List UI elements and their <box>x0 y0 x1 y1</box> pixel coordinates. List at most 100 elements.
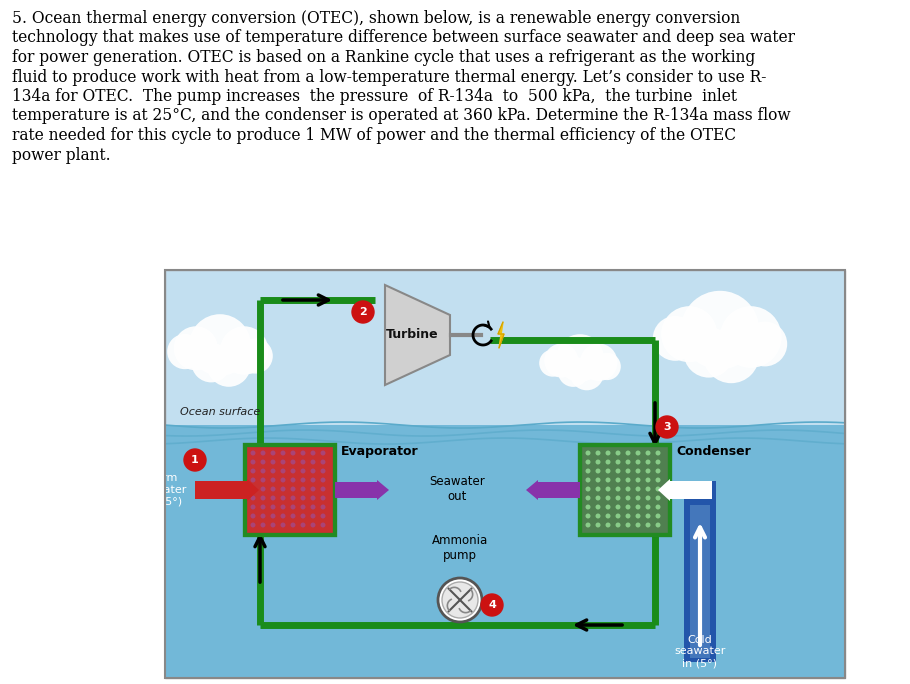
Circle shape <box>585 495 591 501</box>
Circle shape <box>580 343 617 381</box>
Circle shape <box>270 460 276 464</box>
Circle shape <box>585 505 591 510</box>
Circle shape <box>260 505 266 510</box>
Circle shape <box>320 523 326 527</box>
Circle shape <box>615 505 621 510</box>
Circle shape <box>270 486 276 492</box>
Circle shape <box>605 477 611 482</box>
Circle shape <box>320 514 326 518</box>
Circle shape <box>625 451 631 456</box>
Bar <box>245 445 335 535</box>
Circle shape <box>605 505 611 510</box>
Circle shape <box>310 505 316 510</box>
Circle shape <box>290 469 296 473</box>
Circle shape <box>558 356 589 387</box>
Circle shape <box>280 451 286 456</box>
Circle shape <box>645 523 651 527</box>
Circle shape <box>655 469 661 473</box>
Circle shape <box>655 505 661 510</box>
Circle shape <box>260 514 266 518</box>
Circle shape <box>310 477 316 482</box>
Circle shape <box>300 469 306 473</box>
Bar <box>165 270 845 678</box>
Circle shape <box>720 306 782 368</box>
Circle shape <box>310 460 316 464</box>
Circle shape <box>635 451 641 456</box>
Circle shape <box>585 523 591 527</box>
Circle shape <box>635 523 641 527</box>
Circle shape <box>585 486 591 492</box>
Circle shape <box>270 495 276 501</box>
Circle shape <box>625 523 631 527</box>
Bar <box>580 445 670 535</box>
Circle shape <box>593 353 621 380</box>
Circle shape <box>290 460 296 464</box>
Circle shape <box>625 469 631 473</box>
Circle shape <box>270 469 276 473</box>
Circle shape <box>238 339 273 373</box>
Circle shape <box>310 523 316 527</box>
Circle shape <box>615 451 621 456</box>
Circle shape <box>300 460 306 464</box>
Circle shape <box>481 594 503 616</box>
Circle shape <box>220 326 268 375</box>
Circle shape <box>655 523 661 527</box>
Circle shape <box>645 495 651 501</box>
Text: Condenser: Condenser <box>676 445 751 458</box>
Circle shape <box>260 477 266 482</box>
Circle shape <box>280 486 286 492</box>
Circle shape <box>300 514 306 518</box>
Circle shape <box>595 477 601 482</box>
Circle shape <box>270 514 276 518</box>
Circle shape <box>605 523 611 527</box>
Circle shape <box>300 495 306 501</box>
Circle shape <box>655 514 661 518</box>
Circle shape <box>595 460 601 464</box>
Circle shape <box>585 451 591 456</box>
Circle shape <box>683 327 734 378</box>
Circle shape <box>174 326 217 370</box>
Circle shape <box>681 291 759 369</box>
Text: 4: 4 <box>488 600 496 610</box>
Circle shape <box>250 451 256 456</box>
Circle shape <box>556 334 604 382</box>
Circle shape <box>615 460 621 464</box>
Polygon shape <box>498 322 504 348</box>
Circle shape <box>320 495 326 501</box>
Circle shape <box>605 486 611 492</box>
FancyArrow shape <box>195 479 259 501</box>
Text: 134a for OTEC.  The pump increases  the pressure  of R-134a  to  500 kPa,  the t: 134a for OTEC. The pump increases the pr… <box>12 88 737 105</box>
Circle shape <box>655 495 661 501</box>
Text: Ammonia
pump: Ammonia pump <box>432 534 488 562</box>
Bar <box>580 445 670 535</box>
Circle shape <box>167 334 202 369</box>
Circle shape <box>595 523 601 527</box>
Circle shape <box>310 451 316 456</box>
Text: Warm
seawater
in (25°): Warm seawater in (25°) <box>136 473 187 507</box>
Circle shape <box>320 451 326 456</box>
Circle shape <box>595 486 601 492</box>
Circle shape <box>635 495 641 501</box>
Text: 1: 1 <box>191 455 199 465</box>
Text: for power generation. OTEC is based on a Rankine cycle that uses a refrigerant a: for power generation. OTEC is based on a… <box>12 49 755 66</box>
Circle shape <box>645 451 651 456</box>
Circle shape <box>605 451 611 456</box>
Circle shape <box>270 505 276 510</box>
Circle shape <box>280 505 286 510</box>
Circle shape <box>656 416 678 438</box>
Circle shape <box>645 460 651 464</box>
Circle shape <box>310 469 316 473</box>
Circle shape <box>544 343 578 378</box>
Circle shape <box>290 451 296 456</box>
Circle shape <box>635 460 641 464</box>
Circle shape <box>595 495 601 501</box>
Circle shape <box>605 514 611 518</box>
Text: 5. Ocean thermal energy conversion (OTEC), shown below, is a renewable energy co: 5. Ocean thermal energy conversion (OTEC… <box>12 10 740 27</box>
Circle shape <box>290 495 296 501</box>
Circle shape <box>635 486 641 492</box>
Circle shape <box>442 582 478 618</box>
Circle shape <box>260 523 266 527</box>
Circle shape <box>655 486 661 492</box>
Text: fluid to produce work with heat from a low-temperature thermal energy. Let’s con: fluid to produce work with heat from a l… <box>12 68 766 86</box>
Circle shape <box>615 495 621 501</box>
